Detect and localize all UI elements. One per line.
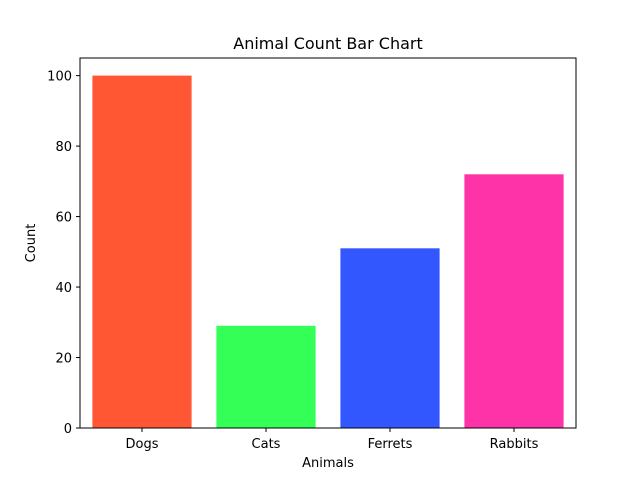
bar-dogs — [92, 75, 192, 428]
plot-frame — [79, 57, 577, 429]
y-tick-label: 60 — [55, 211, 72, 226]
x-axis-ticks: Dogs Cats Ferrets Rabbits — [126, 428, 539, 452]
y-tick-label: 100 — [47, 70, 72, 85]
y-tick-label: 80 — [55, 140, 72, 155]
y-axis-ticks: 0 20 40 60 80 100 — [47, 70, 80, 437]
x-tick-label: Dogs — [126, 437, 159, 452]
x-tick-label: Rabbits — [490, 437, 539, 452]
y-tick-label: 0 — [64, 422, 72, 437]
y-tick-label: 40 — [55, 281, 72, 296]
bars-group — [92, 75, 564, 428]
bar-ferrets — [340, 248, 440, 428]
bar-cats — [216, 325, 316, 428]
y-axis-label: Count — [24, 224, 39, 263]
x-tick-label: Cats — [252, 437, 281, 452]
chart-title: Animal Count Bar Chart — [233, 34, 422, 53]
x-axis-label: Animals — [302, 456, 354, 471]
y-tick-label: 20 — [55, 352, 72, 367]
x-tick-label: Ferrets — [368, 437, 413, 452]
bar-rabbits — [464, 174, 564, 428]
